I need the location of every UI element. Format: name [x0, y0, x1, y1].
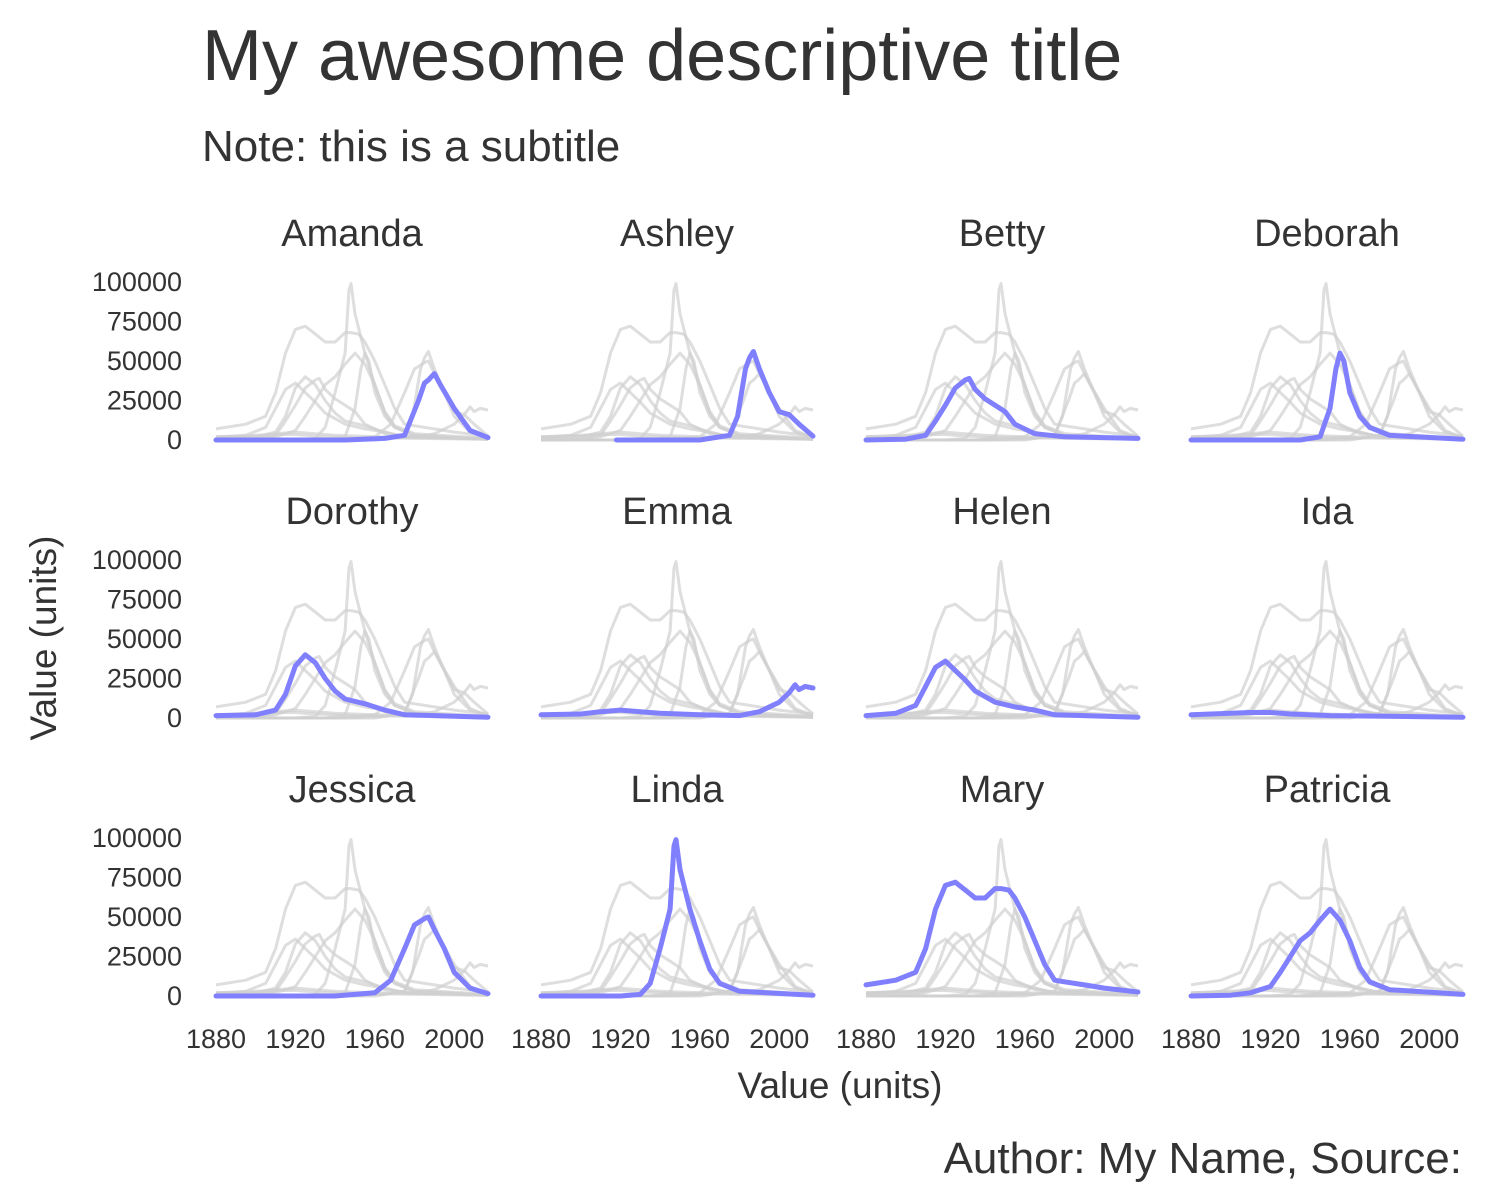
x-tick-label: 2000	[749, 1024, 809, 1054]
chart-subtitle: Note: this is a subtitle	[202, 122, 621, 171]
highlight-series-line-amanda	[213, 371, 491, 443]
y-tick-label: 0	[167, 981, 182, 1011]
y-tick-label: 100000	[92, 267, 182, 297]
highlight-series-line-jessica	[213, 914, 491, 999]
background-series-line-patricia	[540, 351, 814, 442]
background-series-line-patricia	[215, 907, 489, 998]
highlight-series-line-betty	[863, 375, 1141, 443]
y-tick-label: 75000	[107, 307, 182, 337]
x-tick-label: 1920	[590, 1024, 650, 1054]
background-series-line-jessica	[216, 637, 489, 720]
x-tick-label: 2000	[424, 1024, 484, 1054]
facet-panel-deborah: Deborah	[1188, 213, 1466, 443]
x-tick-label: 1880	[1161, 1024, 1221, 1054]
facet-panel-ashley: Ashley	[540, 213, 816, 443]
facet-strip-label: Ashley	[620, 213, 734, 255]
facet-panel-dorothy: Dorothy 0 25000 50000 75000 100000	[92, 491, 491, 733]
y-tick-label: 25000	[107, 386, 182, 416]
facet-panel-linda: Linda 1880 1920 1960 2000	[511, 769, 816, 1054]
facet-strip-label: Ida	[1301, 491, 1355, 533]
x-tick-label: 1960	[995, 1024, 1055, 1054]
background-series-line-patricia	[215, 351, 489, 442]
chart-caption: Author: My Name, Source:	[943, 1134, 1462, 1183]
facet-strip-label: Dorothy	[285, 491, 418, 533]
x-axis-title: Value (units)	[738, 1065, 943, 1106]
highlight-series-line-deborah	[1188, 350, 1466, 443]
x-tick-label: 1920	[915, 1024, 975, 1054]
facet-strip-label: Betty	[959, 213, 1046, 255]
facet-strip-label: Linda	[631, 769, 725, 811]
y-axis-title: Value (units)	[23, 536, 64, 741]
y-tick-label: 50000	[107, 902, 182, 932]
facet-strip-label: Emma	[622, 491, 733, 533]
facet-strip-label: Patricia	[1264, 769, 1392, 811]
facet-panel-amanda: Amanda 0 25000 50000 75000 100000	[92, 213, 491, 455]
background-series-line-patricia	[215, 629, 489, 720]
x-tick-label: 1880	[511, 1024, 571, 1054]
background-series-line-jessica	[866, 637, 1139, 720]
y-tick-label: 75000	[107, 585, 182, 615]
y-tick-label: 50000	[107, 624, 182, 654]
x-tick-label: 1960	[345, 1024, 405, 1054]
background-series-line-mary	[865, 602, 1139, 716]
facet-panel-mary: Mary 1880 1920 1960 2000	[836, 769, 1141, 1054]
x-tick-label: 1960	[670, 1024, 730, 1054]
background-series-line-jessica	[1191, 359, 1464, 442]
x-tick-label: 1880	[186, 1024, 246, 1054]
y-tick-label: 0	[167, 703, 182, 733]
background-series-line-mary	[215, 880, 489, 994]
facet-panel-patricia: Patricia 1880 1920 1960 2000	[1161, 769, 1466, 1054]
background-series-line-mary	[1190, 602, 1464, 716]
y-tick-label: 0	[167, 425, 182, 455]
background-series-line-jessica	[1191, 915, 1464, 998]
background-series-line-mary	[540, 602, 814, 716]
x-tick-label: 2000	[1074, 1024, 1134, 1054]
facet-strip-label: Deborah	[1254, 213, 1400, 255]
y-tick-label: 75000	[107, 863, 182, 893]
highlight-series-line-linda	[538, 837, 816, 999]
facet-panel-helen: Helen	[863, 491, 1141, 720]
background-series-line-mary	[1190, 324, 1464, 438]
highlight-series-line-emma	[538, 682, 816, 719]
background-series-line-mary	[215, 602, 489, 716]
highlight-series-line-mary	[863, 879, 1141, 995]
x-tick-label: 1920	[265, 1024, 325, 1054]
facet-strip-label: Amanda	[281, 213, 423, 255]
background-series-line-mary	[1190, 880, 1464, 994]
highlight-series-line-ida	[1188, 710, 1466, 720]
background-series-line-patricia	[865, 351, 1139, 442]
background-series-line-jessica	[866, 359, 1139, 442]
y-tick-label: 100000	[92, 823, 182, 853]
facet-panel-jessica: Jessica 0 25000 50000 75000 100000 1880 1920 196…	[92, 769, 491, 1054]
background-series-line-patricia	[865, 907, 1139, 998]
y-tick-label: 25000	[107, 942, 182, 972]
facet-panel-ida: Ida	[1188, 491, 1466, 720]
highlight-series-line-dorothy	[213, 652, 491, 720]
background-series-line-patricia	[865, 629, 1139, 720]
y-tick-label: 100000	[92, 545, 182, 575]
y-tick-label: 50000	[107, 346, 182, 376]
chart-title: My awesome descriptive title	[202, 16, 1123, 96]
x-tick-label: 1920	[1240, 1024, 1300, 1054]
background-series-line-mary	[865, 324, 1139, 438]
facet-panel-betty: Betty	[863, 213, 1141, 443]
facet-strip-label: Helen	[952, 491, 1051, 533]
x-tick-label: 2000	[1399, 1024, 1459, 1054]
highlight-series-line-patricia	[1188, 906, 1466, 999]
facet-strip-label: Mary	[960, 769, 1044, 811]
highlight-series-line-ashley	[613, 349, 816, 443]
facet-strip-label: Jessica	[289, 769, 417, 811]
y-tick-label: 25000	[107, 664, 182, 694]
background-series-line-jessica	[541, 915, 814, 998]
x-tick-label: 1880	[836, 1024, 896, 1054]
background-series-line-jessica	[866, 915, 1139, 998]
highlight-series-line-helen	[863, 658, 1141, 720]
x-tick-label: 1960	[1320, 1024, 1380, 1054]
facet-panel-emma: Emma	[538, 491, 816, 720]
